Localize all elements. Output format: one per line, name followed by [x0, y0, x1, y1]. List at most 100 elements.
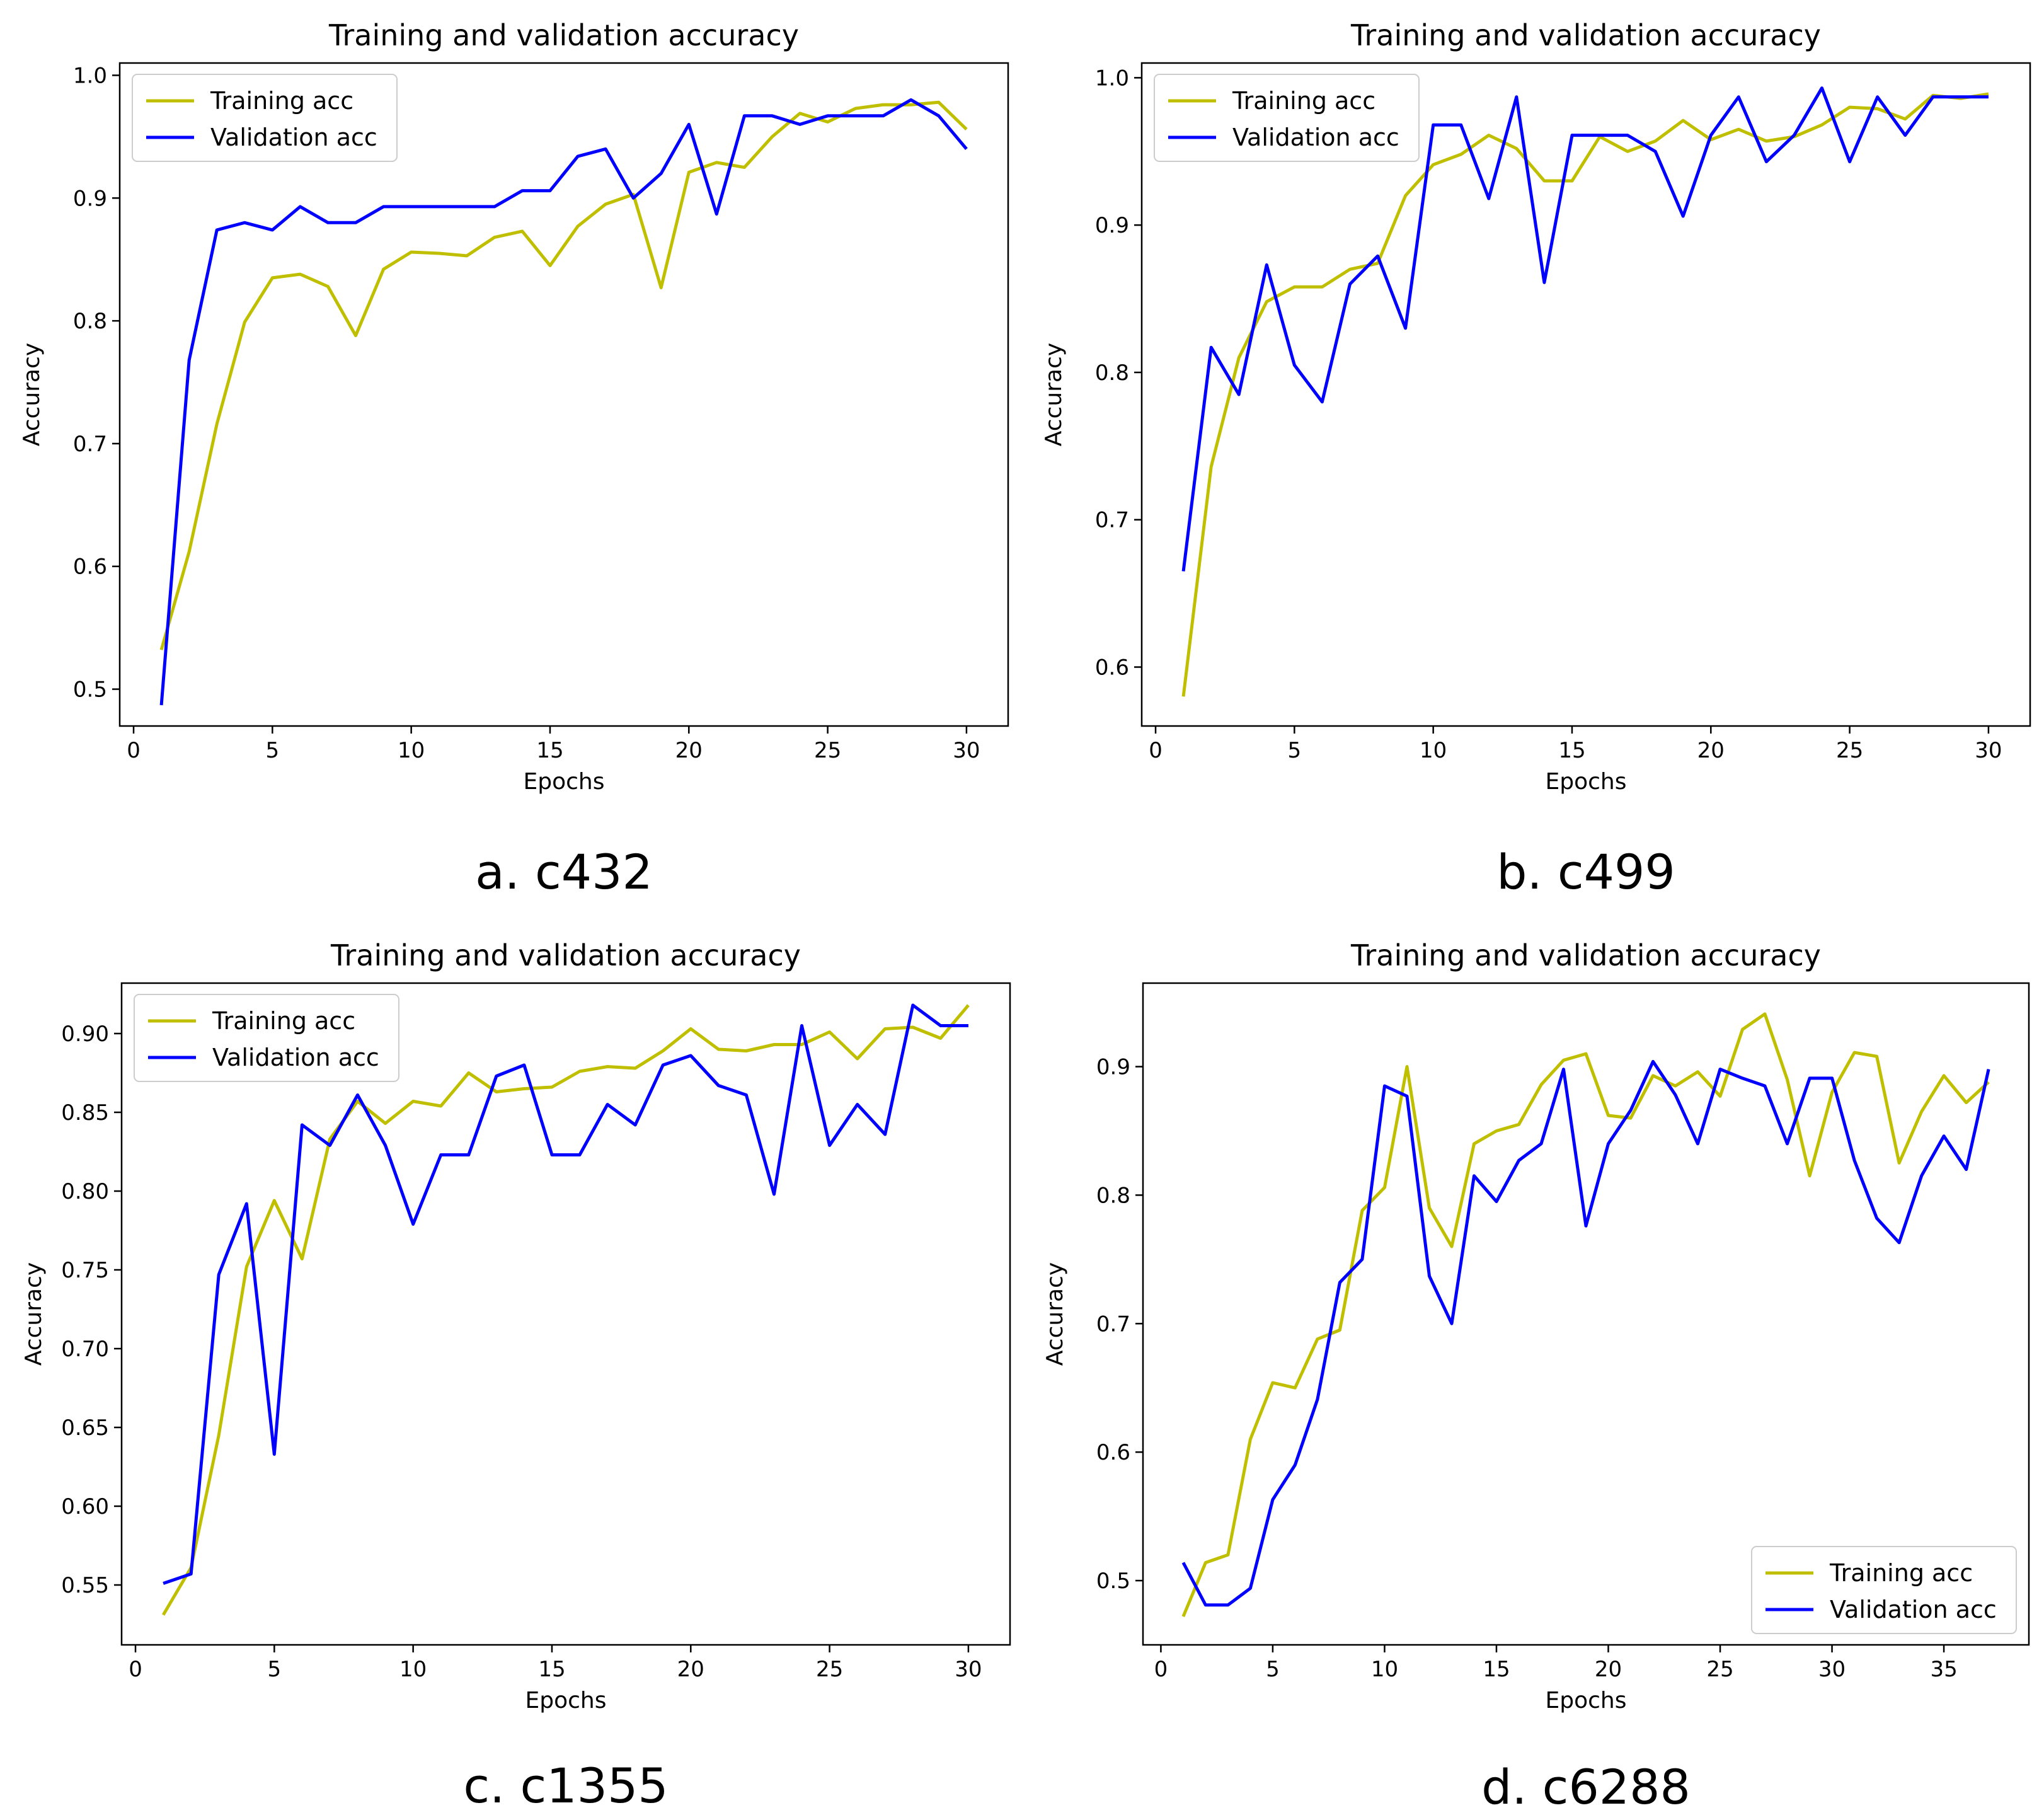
x-axis-label: Epochs [525, 1688, 607, 1714]
legend-label-validation: Validation acc [210, 124, 377, 151]
y-tick-label: 0.55 [61, 1573, 109, 1598]
chart-panel-1: Training and validation accuracy 0 5 10 15 20… [19, 18, 1009, 900]
chart-panel-4: Training and validation accuracy 0 5 10 15 20… [1042, 938, 2030, 1815]
y-tick-label: 1.0 [73, 63, 107, 88]
x-tick-label: 20 [1595, 1657, 1622, 1682]
y-axis-label: Accuracy [19, 343, 45, 446]
chart-panel-3: Training and validation accuracy 0 5 10 15 20… [21, 938, 1011, 1814]
x-tick-label: 30 [1975, 738, 2002, 763]
chart-title: Training and validation accuracy [328, 18, 799, 52]
x-tick-label: 0 [1154, 1657, 1168, 1682]
x-tick-label: 25 [1706, 1657, 1733, 1682]
y-tick-label: 1.0 [1095, 66, 1129, 91]
series-line-training [1181, 1012, 1990, 1618]
y-tick-label: 0.8 [1095, 360, 1129, 386]
x-tick-label: 0 [129, 1657, 142, 1682]
y-tick-label: 0.85 [61, 1100, 109, 1126]
x-axis-label: Epochs [1546, 769, 1627, 795]
legend-box [1751, 1546, 2017, 1634]
x-tick-label: 25 [814, 738, 841, 763]
legend-label-validation: Validation acc [1830, 1596, 1997, 1623]
x-tick-label: 5 [268, 1657, 282, 1682]
chart-caption: c. c1355 [463, 1758, 668, 1814]
x-tick-label: 30 [955, 1657, 982, 1682]
x-tick-label: 20 [675, 738, 703, 763]
series-line-validation [1181, 86, 1989, 572]
x-tick-label: 15 [1483, 1657, 1510, 1682]
x-tick-label: 10 [1420, 738, 1447, 763]
legend: Training acc Validation acc [132, 74, 398, 162]
chart-title: Training and validation accuracy [330, 938, 801, 972]
legend-label-training: Training acc [212, 1007, 355, 1035]
x-tick-label: 15 [538, 1657, 565, 1682]
legend: Training acc Validation acc [1751, 1546, 2017, 1634]
y-tick-label: 0.6 [1095, 655, 1129, 680]
plot-frame [120, 982, 1011, 1646]
x-tick-label: 5 [1288, 738, 1302, 763]
y-tick-label: 0.60 [61, 1494, 109, 1519]
chart-title: Training and validation accuracy [1350, 938, 1821, 972]
x-tick-label: 25 [1836, 738, 1863, 763]
x-tick-label: 15 [536, 738, 563, 763]
plot-frame [1140, 62, 2031, 727]
series-line-validation [159, 98, 968, 706]
y-tick-label: 0.9 [73, 186, 107, 211]
x-tick-label: 35 [1930, 1657, 1957, 1682]
series-line-training [159, 100, 968, 650]
y-axis-label: Accuracy [1041, 343, 1067, 446]
x-tick-label: 5 [266, 738, 280, 763]
series-line-training [161, 1004, 970, 1616]
y-tick-label: 0.7 [73, 432, 107, 457]
y-tick-label: 0.65 [61, 1415, 109, 1441]
x-tick-label: 30 [953, 738, 980, 763]
series-line-training [1181, 92, 1989, 697]
y-tick-label: 0.90 [61, 1022, 109, 1047]
chart-title: Training and validation accuracy [1350, 18, 1821, 52]
x-tick-label: 20 [677, 1657, 704, 1682]
y-tick-label: 0.70 [61, 1337, 109, 1362]
y-axis-label: Accuracy [1042, 1262, 1068, 1366]
y-tick-label: 0.7 [1096, 1311, 1130, 1337]
y-tick-label: 0.9 [1095, 213, 1129, 238]
legend-label-training: Training acc [1829, 1559, 1973, 1587]
series-line-validation [163, 1003, 968, 1585]
y-tick-label: 0.8 [1096, 1183, 1130, 1208]
chart-panel-2: Training and validation accuracy 0 5 10 15 20… [1041, 18, 2031, 900]
legend-box [134, 994, 399, 1082]
x-axis-label: Epochs [1546, 1688, 1627, 1714]
legend-label-training: Training acc [210, 87, 353, 115]
x-axis-label: Epochs [524, 769, 605, 795]
y-tick-label: 0.8 [73, 309, 107, 334]
x-tick-label: 0 [127, 738, 141, 763]
legend-label-validation: Validation acc [1232, 124, 1399, 151]
x-tick-label: 10 [1371, 1657, 1398, 1682]
legend-label-training: Training acc [1232, 87, 1375, 115]
x-tick-label: 30 [1818, 1657, 1846, 1682]
y-tick-label: 0.5 [1096, 1569, 1130, 1594]
plot-frame [118, 62, 1009, 727]
chart-caption: b. c499 [1496, 844, 1675, 900]
x-tick-label: 10 [399, 1657, 427, 1682]
legend: Training acc Validation acc [134, 994, 399, 1082]
x-tick-label: 15 [1558, 738, 1585, 763]
y-tick-label: 0.80 [61, 1179, 109, 1204]
plot-frame [1142, 982, 2030, 1646]
x-tick-label: 10 [398, 738, 425, 763]
chart-caption: a. c432 [475, 844, 653, 900]
x-tick-label: 5 [1266, 1657, 1280, 1682]
y-tick-label: 0.6 [73, 555, 107, 580]
y-tick-label: 0.7 [1095, 508, 1129, 533]
x-tick-label: 0 [1149, 738, 1163, 763]
y-tick-label: 0.5 [73, 677, 107, 703]
legend-box [1154, 74, 1420, 162]
legend: Training acc Validation acc [1154, 74, 1420, 162]
x-tick-label: 20 [1697, 738, 1725, 763]
y-tick-label: 0.6 [1096, 1440, 1130, 1465]
chart-caption: d. c6288 [1481, 1759, 1691, 1815]
x-tick-label: 25 [816, 1657, 843, 1682]
legend-label-validation: Validation acc [212, 1044, 379, 1071]
legend-box [132, 74, 398, 162]
y-axis-label: Accuracy [21, 1262, 47, 1366]
series-line-validation [1181, 1059, 1990, 1607]
